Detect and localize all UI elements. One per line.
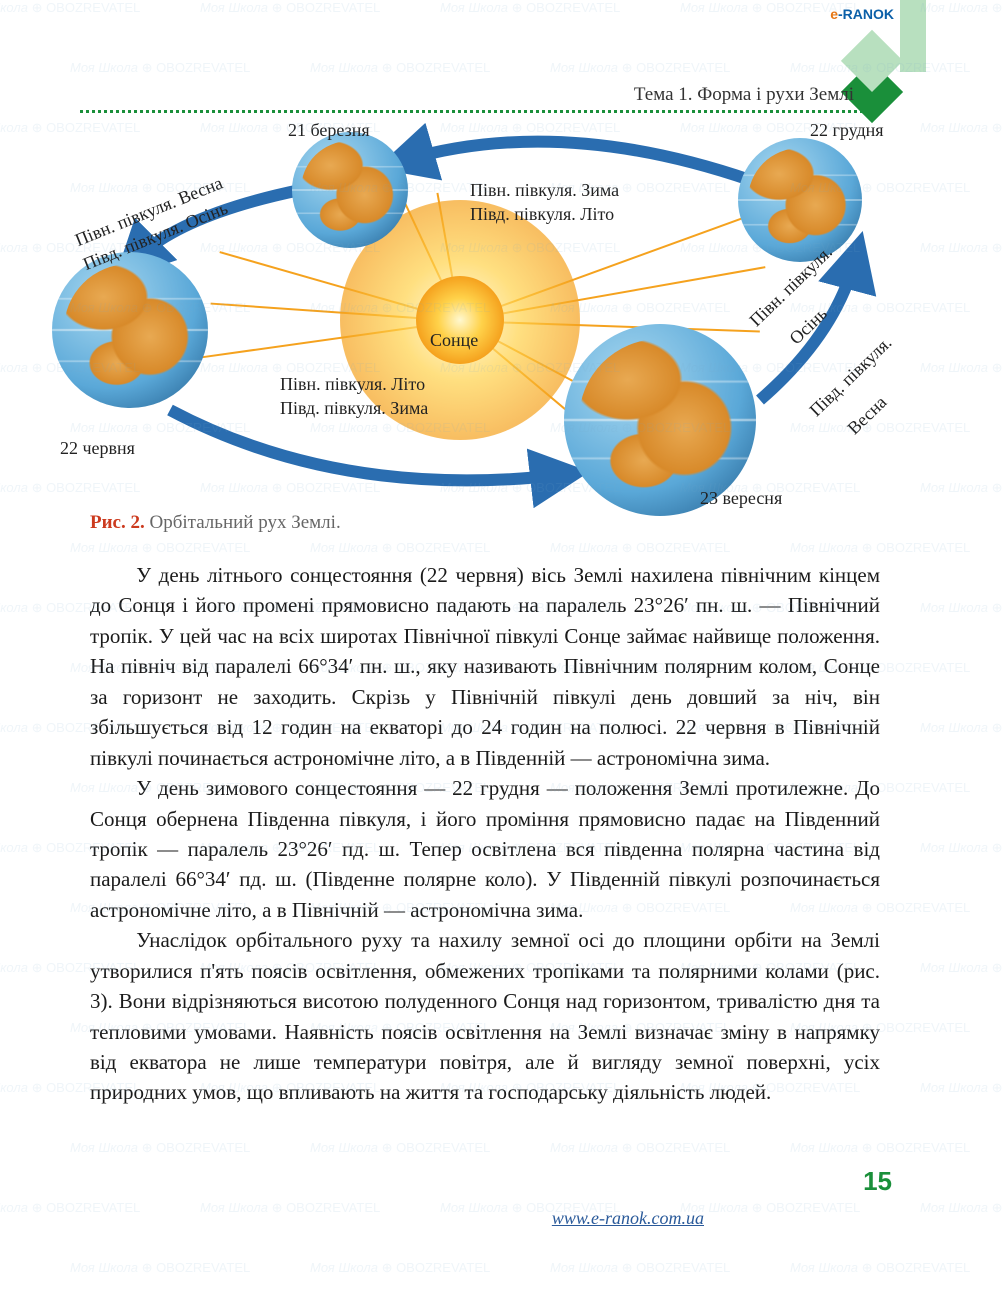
side-accent-bar: [900, 0, 926, 72]
date-march: 21 березня: [288, 120, 370, 141]
earth-june: [52, 252, 208, 408]
sun-label: Сонце: [430, 330, 478, 351]
bot-n-summer: Півн. півкуля. Літо: [280, 374, 425, 395]
earth-december: [738, 138, 862, 262]
paragraph-2: У день зимового сонцестояння — 22 грудня…: [90, 773, 880, 925]
publisher-logo: e-RANOK: [830, 6, 894, 22]
top-n-winter: Півн. півкуля. Зима: [470, 180, 619, 201]
orbital-diagram: 21 березня 22 грудня 22 червня 23 вересн…: [60, 120, 890, 520]
date-september: 23 вересня: [700, 488, 782, 509]
paragraph-1: У день літнього сонцестояння (22 червня)…: [90, 560, 880, 773]
date-june: 22 червня: [60, 438, 135, 459]
earth-march: [292, 132, 408, 248]
page-topic: Тема 1. Форма і рухи Землі: [634, 84, 854, 106]
header-rule: [80, 110, 884, 113]
body-text: У день літнього сонцестояння (22 червня)…: [90, 560, 880, 1108]
figure-caption: Рис. 2. Орбітальний рух Землі.: [90, 512, 341, 534]
date-december: 22 грудня: [810, 120, 884, 141]
page-number: 15: [863, 1166, 892, 1197]
figure-number: Рис. 2.: [90, 512, 145, 533]
footer-link[interactable]: www.e-ranok.com.ua: [552, 1208, 704, 1229]
figure-desc: Орбітальний рух Землі.: [150, 512, 341, 533]
paragraph-3: Унаслідок орбітального руху та нахилу зе…: [90, 925, 880, 1108]
bot-s-winter: Півд. півкуля. Зима: [280, 398, 428, 419]
top-s-summer: Півд. півкуля. Літо: [470, 204, 614, 225]
